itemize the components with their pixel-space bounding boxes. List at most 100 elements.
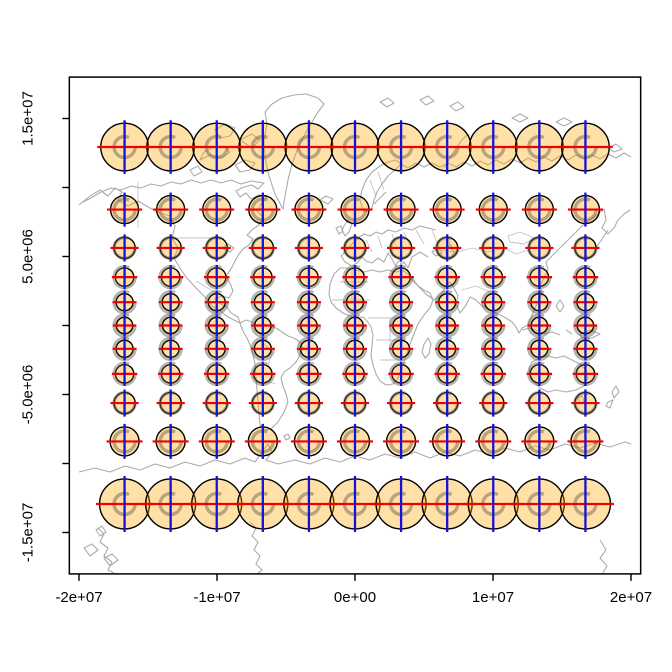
coastline [611,385,620,399]
tissot-indicatrix [465,120,521,174]
country-border [507,231,535,245]
tissot-indicatrix [112,289,137,315]
tissot-indicatrix [143,120,198,174]
coastline [400,152,632,169]
tissot-indicatrix [296,336,322,362]
coastline [577,395,585,404]
country-border [261,379,277,385]
tissot-indicatrix [296,289,322,315]
coastline [78,179,268,324]
coastline [411,208,631,334]
coastline [555,117,573,127]
tissot-indicatrix [388,289,414,315]
tissot-indicatrix [386,234,416,262]
tissot-indicatrix [388,361,414,387]
coastline [249,521,263,574]
tissot-indicatrix [296,313,322,338]
tissot-indicatrix [204,313,229,338]
x-axis-tick-label: -2e+07 [55,589,102,606]
tissot-indicatrix [480,264,506,290]
tissot-indicatrix [525,389,554,417]
tissot-indicatrix [573,289,598,315]
coastline [555,299,565,313]
tissot-indicatrix [296,361,322,387]
tissot-indicatrix [202,234,231,262]
tissot-indicatrix [527,289,552,315]
tissot-indicatrix [388,264,414,290]
coastline [239,319,304,431]
tissot-indicatrix [110,234,139,262]
tissot-indicatrix [294,234,324,262]
coastline [579,329,601,339]
tissot-indicatrix [418,475,476,532]
tissot-indicatrix [199,192,235,227]
tissot-indicatrix [573,336,598,362]
y-axis-tick-label: 5.0e+06 [20,229,37,284]
coastline [263,93,325,210]
x-axis-tick-label: 1e+07 [472,589,514,606]
country-border [365,239,373,253]
tissot-indicatrix [479,234,508,262]
tissot-indicatrices [96,120,614,532]
country-border [415,229,425,245]
coastline [445,243,455,261]
coastline [335,225,344,235]
tissot-indicatrix [342,361,368,387]
tissot-indicatrix [571,389,600,417]
tissot-indicatrix [248,389,277,417]
coastline [199,145,231,161]
tissot-indicatrix [572,264,599,290]
tissot-indicatrix [153,192,189,227]
tissot-indicatrix [157,361,184,387]
tissot-indicatrix [527,313,552,338]
tissot-indicatrix [250,361,276,387]
tissot-indicatrix [433,234,462,262]
tissot-indicatrix [327,120,383,174]
coastline [283,433,291,441]
tissot-indicatrix [198,423,235,459]
tissot-indicatrix [204,361,230,387]
tissot-indicatrix [383,423,420,459]
coastline [239,133,261,149]
tissot-indicatrix [248,234,277,262]
tissot-indicatrix [234,475,292,532]
tissot-indicatrix [429,423,466,459]
coastline [543,331,561,336]
tissot-indicatrix [481,313,506,338]
coastline [605,399,614,409]
tissot-indicatrix [245,192,281,227]
x-axis-tick-label: 2e+07 [610,589,652,606]
tissot-indicatrix [521,423,558,459]
tissot-indicatrix [152,423,189,459]
tissot-indicatrix [112,336,137,362]
x-axis-tick-label: 0e+00 [334,589,376,606]
tissot-indicatrix [157,264,184,290]
tissot-indicatrix [96,475,154,532]
tissot-indicatrix [337,423,373,459]
coastline [607,143,623,153]
tissot-indicatrix [434,336,460,362]
country-border [377,171,385,191]
tissot-indicatrix [340,389,370,417]
tissot-indicatrix [111,361,138,387]
coastline [379,97,395,108]
tissot-indicatrix [204,264,230,290]
coastline [341,219,353,237]
tissot-indicatrix [110,389,139,417]
tissot-indicatrix [373,120,429,174]
coastline [103,553,119,567]
tissot-indicatrix [372,475,430,532]
tissot-indicatrix [250,313,276,338]
tissot-indicatrix [204,336,229,362]
tissot-indicatrix [558,120,613,174]
tissot-indicatrix [571,234,600,262]
tissot-indicatrix [527,336,552,362]
coastline [449,101,465,112]
coastline [319,195,334,205]
tissot-indicatrix [158,289,183,315]
tissot-indicatrix [526,264,553,290]
coastline [83,543,99,557]
tissot-indicatrix [296,264,322,290]
tissot-indicatrix [388,313,414,338]
tissot-indicatrix [512,120,567,174]
